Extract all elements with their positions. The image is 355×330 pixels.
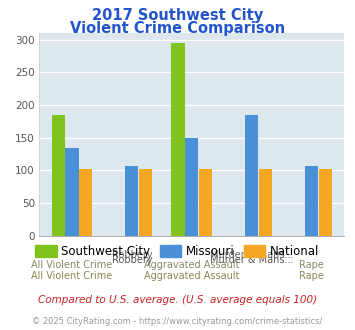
Bar [259, 169, 272, 236]
Bar [139, 169, 152, 236]
Bar [51, 115, 65, 236]
Bar [171, 43, 185, 236]
Text: All Violent Crime: All Violent Crime [31, 271, 113, 281]
Text: Aggravated Assault: Aggravated Assault [144, 259, 240, 270]
Text: All Violent Crime: All Violent Crime [31, 259, 113, 270]
Text: Robbery: Robbery [111, 250, 152, 260]
Bar [185, 138, 198, 236]
Bar [79, 169, 92, 236]
Bar [199, 169, 212, 236]
Text: Murder & Mans...: Murder & Mans... [210, 255, 293, 265]
Text: Violent Crime Comparison: Violent Crime Comparison [70, 21, 285, 36]
Text: © 2025 CityRating.com - https://www.cityrating.com/crime-statistics/: © 2025 CityRating.com - https://www.city… [32, 317, 323, 326]
Text: Robbery: Robbery [111, 255, 152, 265]
Text: Compared to U.S. average. (U.S. average equals 100): Compared to U.S. average. (U.S. average … [38, 295, 317, 305]
Text: Murder & Mans...: Murder & Mans... [210, 250, 293, 260]
Text: 2017 Southwest City: 2017 Southwest City [92, 8, 263, 23]
Bar [125, 166, 138, 236]
Legend: Southwest City, Missouri, National: Southwest City, Missouri, National [31, 241, 324, 263]
Bar [305, 166, 318, 236]
Text: Aggravated Assault: Aggravated Assault [144, 271, 240, 281]
Bar [65, 148, 78, 236]
Text: Rape: Rape [299, 259, 324, 270]
Text: Rape: Rape [299, 271, 324, 281]
Bar [318, 169, 332, 236]
Bar [245, 115, 258, 236]
